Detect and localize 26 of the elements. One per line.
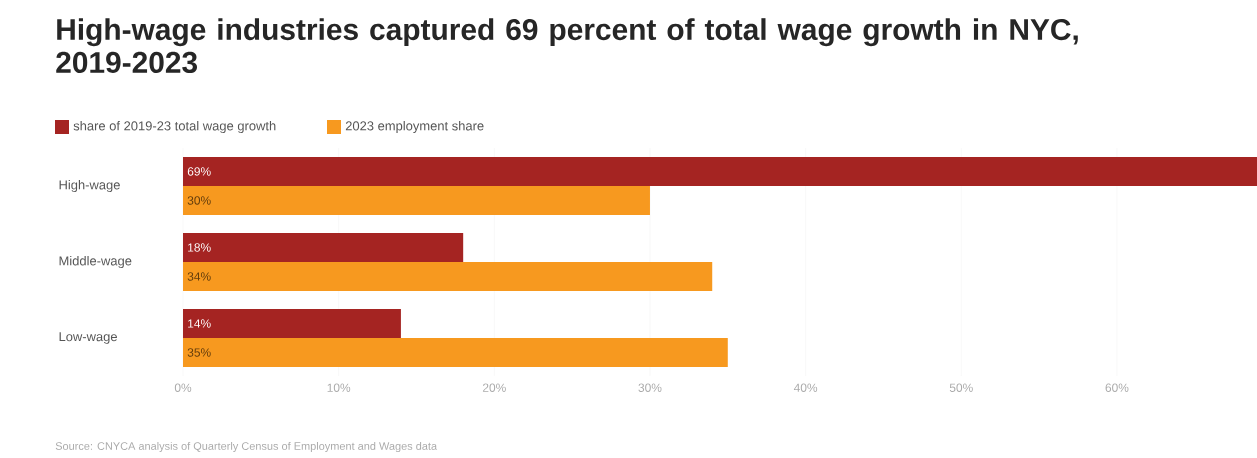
x-tick-label: 40% xyxy=(793,383,818,392)
data-label: 35% xyxy=(187,348,211,357)
x-tick-label: 50% xyxy=(949,383,973,392)
x-tick-label: 60% xyxy=(1105,383,1129,392)
chart-title: High-wage industries captured 69 percent of total wage growth in NYC, 2019-2023 xyxy=(56,18,1078,74)
bar xyxy=(183,185,650,215)
data-label: 69% xyxy=(187,167,211,176)
x-tick-label: 30% xyxy=(638,383,662,392)
x-tick-label: 10% xyxy=(327,383,351,392)
legend-label: 2023 employment share xyxy=(345,120,484,134)
bar xyxy=(183,232,464,262)
x-tick-label: 20% xyxy=(482,383,506,392)
bar xyxy=(183,308,401,338)
bar xyxy=(183,156,1257,186)
data-label: 14% xyxy=(188,319,211,328)
y-tick-label: Middle-wage xyxy=(59,255,132,269)
y-tick-label: High-wage xyxy=(59,179,120,193)
y-tick-label: Low-wage xyxy=(59,332,117,344)
data-label: 30% xyxy=(187,196,211,205)
data-label: 34% xyxy=(187,272,211,281)
source-note: Source: CNYCA analysis of Quarterly Census of Employment and Wages data xyxy=(55,441,438,453)
bar xyxy=(183,261,713,291)
x-tick-label: 0% xyxy=(174,383,192,392)
bar xyxy=(183,337,728,367)
legend-label: share of 2019-23 total wage growth xyxy=(73,120,276,134)
data-label: 18% xyxy=(188,243,211,252)
